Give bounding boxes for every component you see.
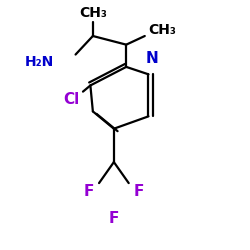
Text: H₂N: H₂N [25, 55, 54, 69]
Text: CH₃: CH₃ [148, 23, 176, 37]
Text: F: F [109, 212, 119, 226]
Text: Cl: Cl [64, 92, 80, 106]
Text: F: F [134, 184, 144, 199]
Text: N: N [146, 51, 158, 66]
Text: F: F [84, 184, 94, 199]
Text: CH₃: CH₃ [79, 6, 107, 20]
